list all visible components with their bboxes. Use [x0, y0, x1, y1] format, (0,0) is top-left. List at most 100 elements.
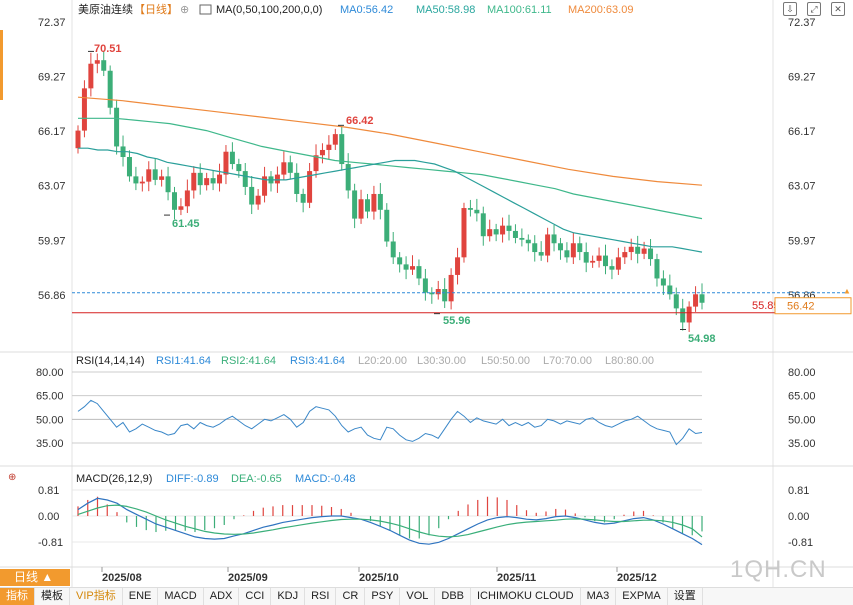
- candle-body-55: [429, 292, 435, 295]
- x-label-2: 2025/10: [359, 572, 399, 584]
- rsi-left-tick-1: 65.00: [36, 391, 64, 403]
- left-price-tick-3: 63.07: [38, 181, 66, 193]
- rsi-legend-7: L80:80.00: [605, 355, 654, 367]
- candle-body-52: [410, 266, 416, 270]
- candle-body-20: [204, 178, 210, 186]
- candle-body-47: [377, 193, 383, 210]
- macd-left-tick-1: 0.00: [38, 511, 59, 523]
- price-line-label: 55.85: [752, 300, 780, 312]
- rsi-right-tick-2: 50.00: [788, 414, 816, 426]
- candle-body-17: [184, 190, 190, 207]
- macd-settings-icon: ⊕: [8, 472, 16, 483]
- candle-body-3: [94, 60, 100, 64]
- current-price-label: 56.42: [787, 301, 815, 313]
- tab-5[interactable]: ADX: [204, 588, 240, 605]
- candle-body-26: [242, 171, 248, 187]
- candle-body-24: [229, 151, 235, 165]
- candle-body-18: [191, 172, 197, 191]
- tab-8[interactable]: RSI: [305, 588, 337, 605]
- rsi-line: [77, 399, 703, 446]
- period-button[interactable]: 日线 ▲: [0, 569, 70, 586]
- right-price-tick-2: 66.17: [788, 126, 816, 138]
- candle-body-8: [126, 157, 132, 177]
- tab-6[interactable]: CCI: [239, 588, 272, 605]
- candle-body-35: [300, 193, 306, 203]
- candle-body-86: [628, 246, 634, 253]
- candle-body-27: [249, 186, 255, 205]
- rsi-right-tick-0: 80.00: [788, 367, 816, 379]
- header-item-6: MA100:61.11: [487, 4, 552, 16]
- tab-10[interactable]: PSY: [365, 588, 401, 605]
- annot-66-42: 66.42: [346, 115, 374, 127]
- candle-body-87: [635, 246, 641, 254]
- tab-3[interactable]: ENE: [123, 588, 159, 605]
- tab-4[interactable]: MACD: [158, 588, 204, 605]
- candle-body-15: [171, 192, 177, 210]
- tab-1[interactable]: 模板: [35, 588, 70, 605]
- macd-dea-label: DEA:-0.65: [231, 473, 282, 485]
- candle-body-38: [319, 149, 325, 156]
- candle-body-95: [686, 306, 692, 323]
- candle-body-91: [660, 278, 666, 286]
- left-price-tick-4: 59.97: [38, 235, 66, 247]
- candle-body-40: [332, 134, 338, 145]
- rsi-left-tick-2: 50.00: [36, 414, 64, 426]
- candle-body-1: [81, 88, 87, 131]
- candle-body-46: [371, 193, 377, 212]
- candle-body-63: [480, 213, 486, 237]
- tab-12[interactable]: DBB: [435, 588, 471, 605]
- candle-body-92: [667, 285, 673, 295]
- tab-0[interactable]: 指标: [0, 588, 35, 605]
- close-icon[interactable]: ✕: [831, 2, 845, 16]
- left-price-tick-0: 72.37: [38, 17, 66, 29]
- candle-body-89: [648, 248, 654, 260]
- rsi-legend-1: RSI2:41.64: [221, 355, 276, 367]
- candle-body-69: [519, 237, 525, 240]
- candle-body-33: [287, 162, 293, 173]
- candle-body-39: [326, 144, 332, 150]
- tab-13[interactable]: ICHIMOKU CLOUD: [471, 588, 581, 605]
- candle-body-36: [307, 171, 313, 203]
- candle-body-28: [255, 195, 261, 205]
- candle-body-65: [493, 229, 499, 235]
- candle-body-32: [281, 162, 287, 175]
- candle-body-85: [622, 252, 628, 258]
- tab-14[interactable]: MA3: [581, 588, 617, 605]
- candle-body-77: [570, 243, 576, 258]
- current-price-box: [774, 297, 852, 315]
- annot-61-45: 61.45: [172, 218, 200, 230]
- rsi-right-tick-3: 35.00: [788, 438, 816, 450]
- macd-dea-line: [77, 504, 703, 538]
- candle-body-51: [403, 264, 409, 270]
- fullscreen-icon[interactable]: ⤢: [807, 2, 821, 16]
- tab-16[interactable]: 设置: [668, 588, 703, 605]
- settings-icon: ⊕: [180, 4, 189, 16]
- tab-15[interactable]: EXPMA: [616, 588, 668, 605]
- candle-body-29: [262, 176, 268, 196]
- rsi-legend-2: RSI3:41.64: [290, 355, 345, 367]
- candle-body-64: [487, 229, 493, 237]
- candle-body-57: [442, 289, 448, 302]
- candle-body-67: [506, 225, 512, 231]
- tab-7[interactable]: KDJ: [271, 588, 306, 605]
- candle-body-83: [609, 266, 615, 270]
- rsi-title: RSI(14,14,14): [76, 355, 144, 367]
- download-icon[interactable]: ⇩: [783, 2, 797, 16]
- tab-2[interactable]: VIP指标: [70, 588, 123, 605]
- x-label-1: 2025/09: [228, 572, 268, 584]
- candle-body-45: [364, 199, 370, 212]
- rsi-left-tick-0: 80.00: [36, 367, 64, 379]
- tab-9[interactable]: CR: [336, 588, 366, 605]
- candle-body-76: [564, 250, 570, 258]
- annot-high: 70.51: [94, 43, 122, 55]
- candle-body-4: [101, 60, 107, 71]
- toolbar-icons: ⇩ ⤢ ✕: [783, 2, 845, 16]
- candle-body-5: [107, 70, 113, 108]
- annot-55-96: 55.96: [443, 315, 471, 327]
- candle-body-19: [197, 172, 203, 186]
- rsi-legend-3: L20:20.00: [358, 355, 407, 367]
- header-item-5: MA50:58.98: [416, 4, 475, 16]
- rsi-left-tick-3: 35.00: [36, 438, 64, 450]
- tab-11[interactable]: VOL: [400, 588, 436, 605]
- candle-body-58: [448, 274, 454, 302]
